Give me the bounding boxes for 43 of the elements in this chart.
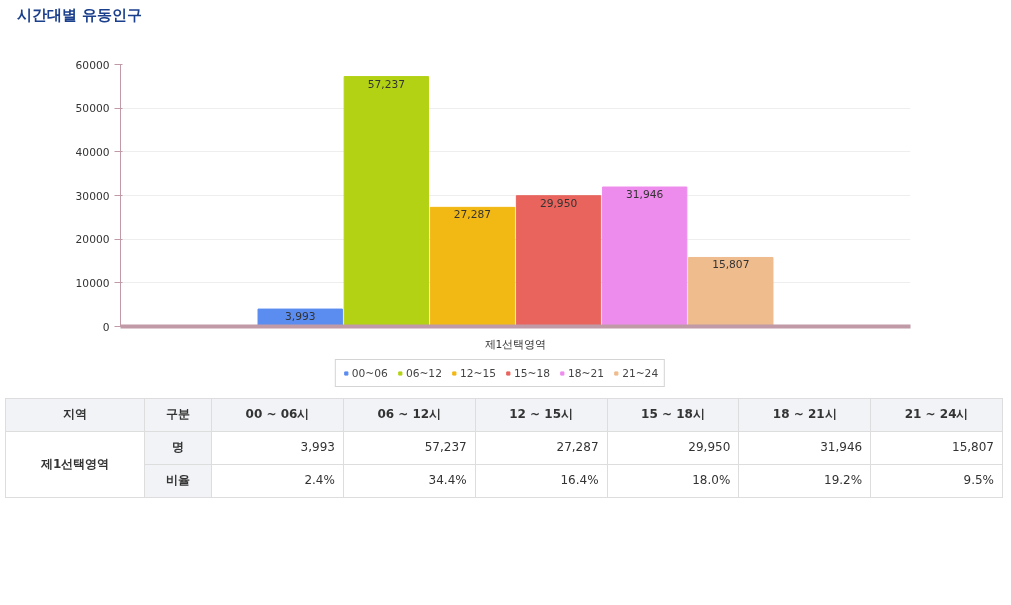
text: 구분: [144, 398, 212, 432]
data-label: 27,287: [453, 208, 492, 222]
legend-label: 00~06: [351, 366, 388, 380]
y-tick-label: 30000: [75, 189, 110, 203]
legend-label: 18~21: [568, 366, 605, 380]
data-label: 15,807: [712, 258, 750, 272]
text: 21 ~ 24시: [870, 398, 1003, 432]
text: 18 ~ 21시: [738, 398, 871, 432]
text: 2.4%: [211, 464, 344, 498]
text: 12 ~ 15시: [475, 398, 608, 432]
text: 15,807: [952, 440, 994, 455]
text: 3,993: [300, 440, 335, 455]
data-label: 57,237: [367, 77, 405, 91]
text: 15 ~ 18시: [607, 398, 739, 432]
text: 57,237: [424, 440, 467, 455]
legend-label: 15~18: [514, 366, 551, 380]
category-label: 제1선택영역: [40, 456, 110, 471]
text: 명: [144, 431, 212, 465]
data-label: 29,950: [539, 196, 578, 210]
legend-label: 21~24: [622, 366, 659, 380]
text: 비율: [144, 464, 212, 498]
text: 00 ~ 06시: [211, 398, 344, 432]
legend-label: 06~12: [405, 366, 442, 380]
y-tick-label: 60000: [75, 58, 110, 72]
text: 19.2%: [738, 464, 871, 498]
text: 34.4%: [343, 464, 476, 498]
text: 18.0%: [607, 464, 739, 498]
legend-label: 12~15: [459, 366, 496, 380]
y-tick-label: 10000: [75, 276, 110, 290]
y-tick-label: 20000: [75, 233, 110, 247]
text: 16.4%: [475, 464, 608, 498]
text: 9.5%: [870, 464, 1003, 498]
text: 지역: [5, 398, 145, 432]
data-label: 31,946: [626, 188, 664, 201]
y-tick-label: 50000: [75, 102, 110, 116]
data-label: 3,993: [284, 310, 316, 324]
y-tick-label: 0: [102, 320, 110, 334]
text: 31,946: [820, 440, 863, 455]
text: 29,950: [688, 440, 731, 455]
text: 06 ~ 12시: [343, 398, 476, 432]
chart-title: 시간대별 유동인구: [16, 5, 143, 26]
y-tick-label: 40000: [75, 145, 110, 159]
text: 27,287: [556, 440, 599, 455]
